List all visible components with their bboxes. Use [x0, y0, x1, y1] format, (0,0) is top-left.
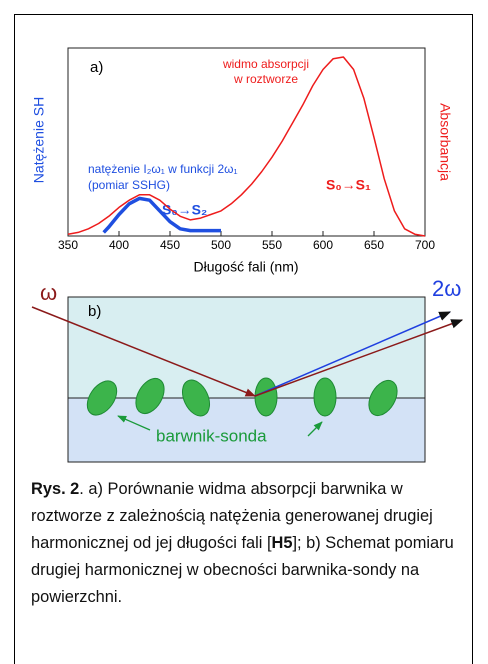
caption-ref: H5: [272, 534, 293, 552]
figure: a) Natężenie SH Absorbancja Długość fali…: [0, 0, 488, 470]
x-axis-label: Długość fali (nm): [193, 259, 298, 275]
x-tick-label: 500: [211, 238, 231, 252]
y2-axis-label: Absorbancja: [437, 103, 453, 181]
page: {"chart_data": {"type": "line", "panel_l…: [0, 0, 488, 657]
panel-label: b): [88, 303, 101, 320]
annotation: widmo absorpcji: [222, 57, 309, 71]
probe-label: barwnik-sonda: [156, 426, 267, 445]
x-tick-label: 450: [160, 238, 180, 252]
caption: Rys. 2. a) Porównanie widma absorpcji ba…: [31, 476, 467, 611]
molecule: [314, 378, 336, 416]
beam-label: 2ω: [432, 276, 461, 301]
y-axis-label: Natężenie SH: [31, 97, 47, 183]
annotation: S₀→S₁: [326, 177, 371, 193]
annotation: natężenie I₂ω₁ w funkcji 2ω₁: [88, 162, 238, 176]
annotation: w roztworze: [233, 72, 298, 86]
x-tick-label: 400: [109, 238, 129, 252]
panel-label: a): [90, 59, 103, 76]
x-tick-label: 600: [313, 238, 333, 252]
molecule: [255, 378, 277, 416]
caption-label: Rys. 2: [31, 480, 79, 498]
x-tick-label: 550: [262, 238, 282, 252]
annotation: S₀→S₂: [162, 202, 207, 218]
beam-label: ω: [40, 280, 57, 305]
x-tick-label: 700: [415, 238, 435, 252]
solution-region: [68, 297, 425, 398]
annotation: (pomiar SSHG): [88, 178, 170, 192]
x-tick-label: 650: [364, 238, 384, 252]
x-tick-label: 350: [58, 238, 78, 252]
